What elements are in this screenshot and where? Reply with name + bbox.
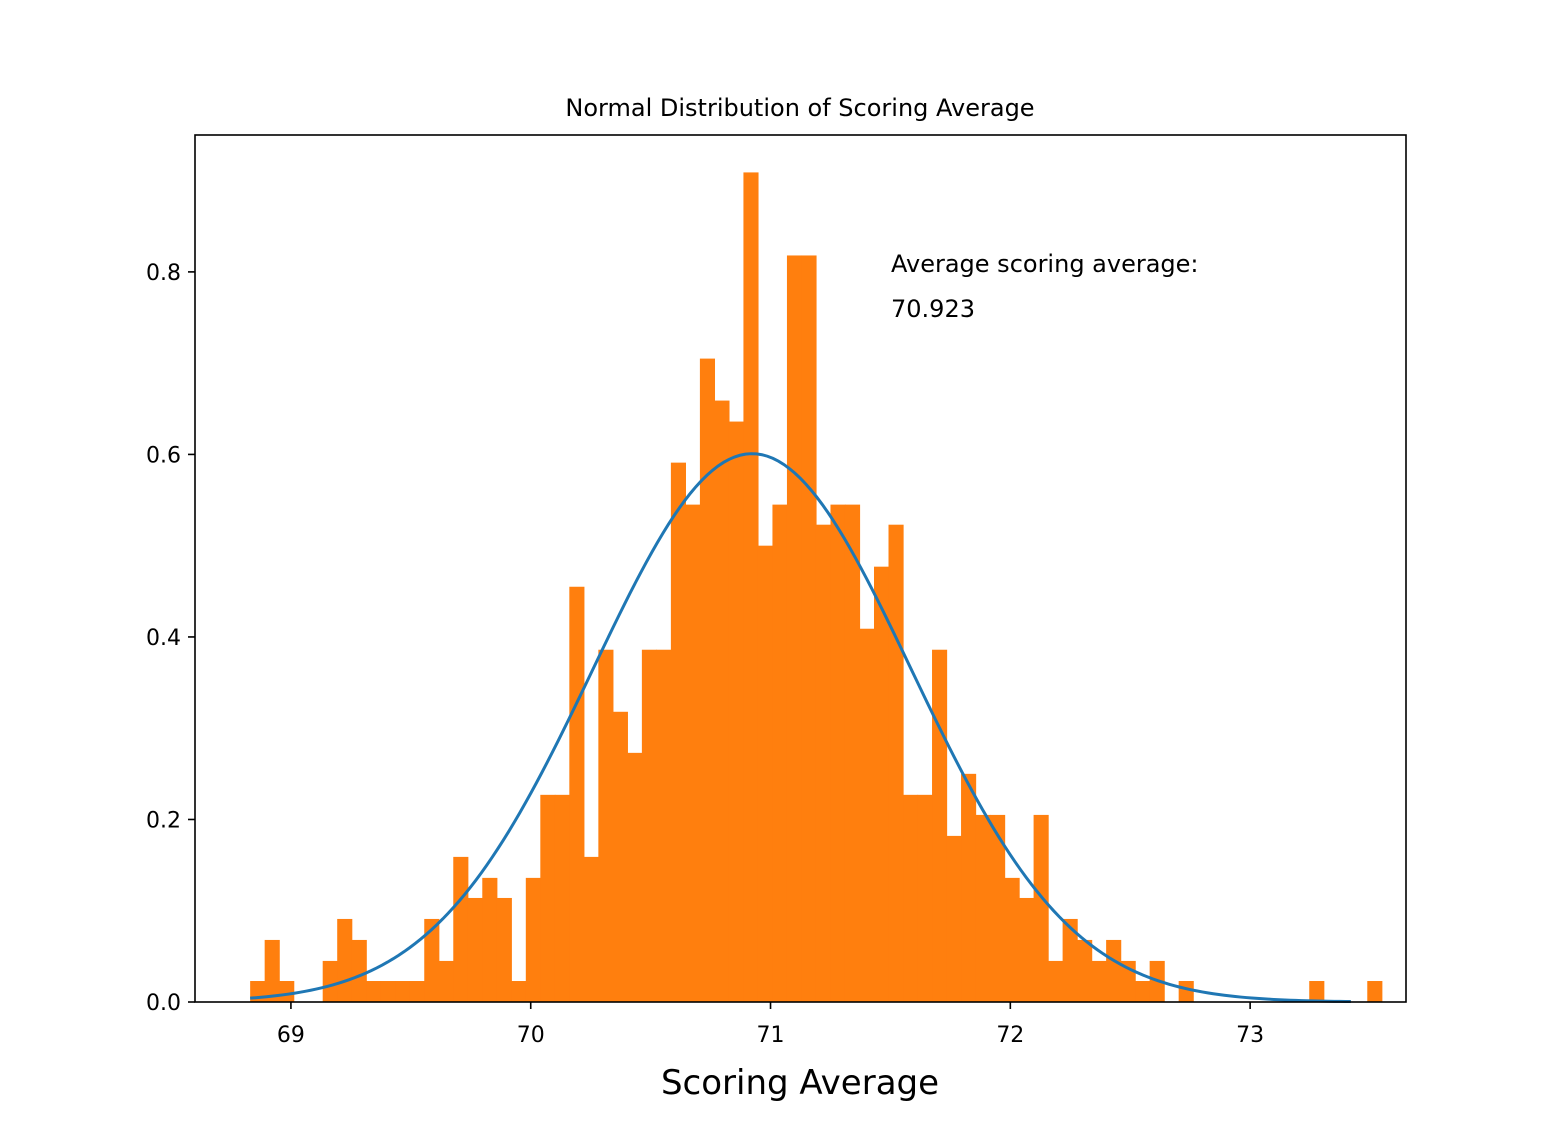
histogram-bar [1091, 960, 1107, 1002]
histogram-bar [337, 918, 353, 1002]
histogram-bar [670, 462, 686, 1002]
histogram-bar [380, 981, 396, 1002]
y-tick-label: 0.6 [146, 443, 181, 468]
histogram-bar [1309, 981, 1325, 1002]
histogram-bar [888, 524, 904, 1002]
histogram-bar [395, 981, 411, 1002]
x-tick-label: 69 [277, 1023, 305, 1048]
histogram-bar [1077, 939, 1093, 1002]
histogram-bars [250, 172, 1383, 1003]
plot-frame [194, 134, 1407, 1003]
histogram-bar [496, 897, 512, 1002]
histogram-bar [932, 649, 948, 1002]
histogram-bar [714, 400, 730, 1002]
histogram-bar [1178, 981, 1194, 1002]
x-tick-label: 73 [1236, 1023, 1264, 1048]
histogram-bar [961, 773, 977, 1002]
histogram-bar [482, 877, 498, 1002]
histogram-bar [685, 504, 701, 1002]
histogram-bar [844, 504, 861, 1002]
histogram-bar [1106, 939, 1122, 1002]
histogram-bar [322, 960, 338, 1002]
histogram-bar [815, 524, 832, 1002]
histogram-bar [1033, 814, 1049, 1002]
histogram-bar [424, 918, 440, 1002]
histogram-bar [1048, 960, 1064, 1002]
histogram-bar [975, 814, 991, 1002]
annotation-value: 70.923 [891, 295, 975, 323]
histogram-bar [859, 628, 875, 1002]
histogram-bar [511, 981, 527, 1002]
annotation-label: Average scoring average: [891, 250, 1199, 278]
x-tick-label: 72 [996, 1023, 1024, 1048]
x-tick-label: 71 [757, 1023, 785, 1048]
x-axis-label: Scoring Average [661, 1063, 939, 1103]
histogram-bar [453, 856, 469, 1002]
histogram-bar [612, 711, 628, 1002]
y-tick-label: 0.2 [146, 808, 181, 833]
histogram-bar [1019, 897, 1035, 1002]
histogram-bar [351, 939, 367, 1002]
histogram-bar [627, 752, 643, 1002]
histogram-bar [525, 877, 541, 1002]
histogram-bar [264, 939, 280, 1002]
histogram-bar [1062, 918, 1078, 1002]
y-axis-ticks: 0.0 0.2 0.4 0.6 0.8 [146, 261, 195, 1016]
histogram-bar [409, 981, 425, 1002]
histogram-bar [946, 835, 962, 1002]
x-axis-ticks: 69 70 71 72 73 [277, 1002, 1264, 1048]
histogram-bar [830, 504, 846, 1002]
histogram-bar [641, 649, 657, 1002]
normal-curve-line [250, 452, 1351, 1004]
histogram-bar [873, 566, 890, 1002]
histogram-bar [728, 421, 745, 1003]
histogram-bar [366, 981, 382, 1002]
histogram-bar [990, 814, 1006, 1002]
histogram-bar [699, 358, 716, 1002]
histogram-bar [467, 897, 483, 1002]
histogram-bar [438, 960, 454, 1002]
histogram-bar [917, 794, 933, 1002]
chart-title: Normal Distribution of Scoring Average [565, 94, 1034, 122]
histogram-bar [540, 794, 556, 1002]
histogram-bar [583, 856, 599, 1002]
histogram-bar [1004, 877, 1020, 1002]
histogram-bar [1135, 981, 1151, 1002]
y-tick-label: 0.0 [146, 991, 181, 1016]
histogram-bar [801, 255, 817, 1003]
histogram-bar [554, 794, 570, 1002]
histogram-bar [598, 649, 614, 1002]
histogram-bar [757, 545, 774, 1002]
histogram-bar [279, 981, 295, 1002]
histogram-bar [903, 794, 919, 1002]
histogram-bar [786, 255, 803, 1003]
histogram-bar [656, 649, 672, 1002]
histogram-bar [1367, 981, 1383, 1002]
y-tick-label: 0.8 [146, 261, 181, 286]
histogram-bar [743, 172, 759, 1002]
histogram-bar [569, 586, 585, 1002]
histogram-bar [772, 504, 788, 1002]
x-tick-label: 70 [517, 1023, 545, 1048]
y-tick-label: 0.4 [146, 626, 181, 651]
